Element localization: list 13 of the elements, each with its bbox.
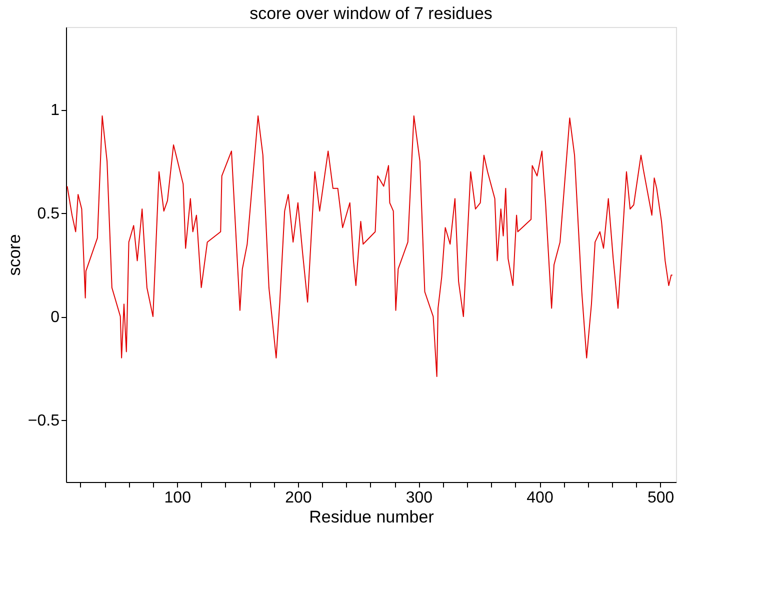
y-axis-title: score — [4, 234, 24, 276]
x-tick-label: 200 — [285, 490, 312, 506]
x-tick-label: 100 — [164, 490, 192, 506]
x-tick-label: 400 — [526, 490, 554, 506]
chart-title: score over window of 7 residues — [250, 4, 492, 23]
y-tick-label: 1 — [50, 102, 60, 120]
x-tick-label: 300 — [406, 490, 433, 506]
y-tick-label: 0.5 — [37, 206, 60, 223]
y-tick-label: −0.5 — [28, 412, 60, 430]
x-axis-title: Residue number — [309, 508, 434, 526]
line-series — [66, 115, 673, 378]
y-tick-label: 0 — [50, 309, 60, 326]
x-tick-label: 500 — [647, 490, 674, 506]
